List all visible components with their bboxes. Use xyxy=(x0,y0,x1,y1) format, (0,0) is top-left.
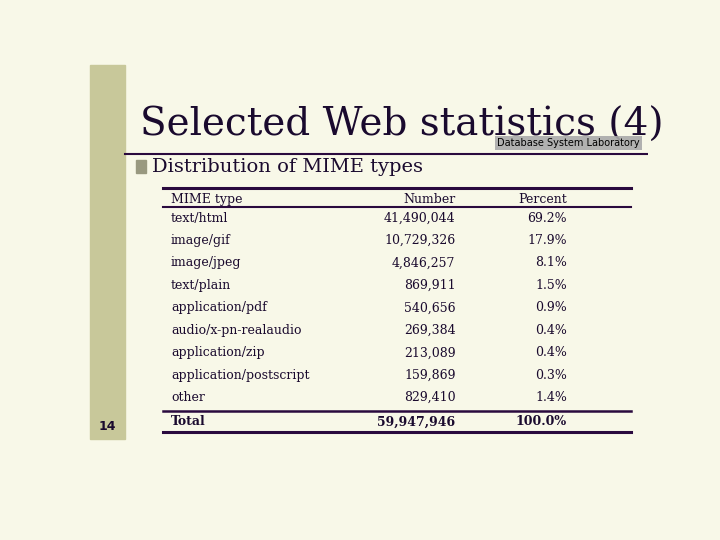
Text: 17.9%: 17.9% xyxy=(528,234,567,247)
Text: 14: 14 xyxy=(99,420,116,433)
Text: 1.4%: 1.4% xyxy=(535,391,567,404)
Text: application/postscript: application/postscript xyxy=(171,369,310,382)
Text: Total: Total xyxy=(171,415,206,428)
Text: Database System Laboratory: Database System Laboratory xyxy=(497,138,639,148)
Text: application/zip: application/zip xyxy=(171,346,264,359)
Text: text/plain: text/plain xyxy=(171,279,231,292)
Text: 1.5%: 1.5% xyxy=(536,279,567,292)
Text: image/gif: image/gif xyxy=(171,234,230,247)
Text: 100.0%: 100.0% xyxy=(516,415,567,428)
Text: 213,089: 213,089 xyxy=(404,346,456,359)
Text: 829,410: 829,410 xyxy=(404,391,456,404)
Text: other: other xyxy=(171,391,204,404)
Text: Distribution of MIME types: Distribution of MIME types xyxy=(153,158,423,176)
Text: text/html: text/html xyxy=(171,212,228,225)
Text: Percent: Percent xyxy=(518,193,567,206)
Text: 869,911: 869,911 xyxy=(404,279,456,292)
Text: 41,490,044: 41,490,044 xyxy=(384,212,456,225)
Text: 0.4%: 0.4% xyxy=(535,346,567,359)
Text: 59,947,946: 59,947,946 xyxy=(377,415,456,428)
Text: 4,846,257: 4,846,257 xyxy=(392,256,456,269)
Text: audio/x-pn-realaudio: audio/x-pn-realaudio xyxy=(171,324,302,337)
Text: 0.3%: 0.3% xyxy=(535,369,567,382)
Text: 0.9%: 0.9% xyxy=(536,301,567,314)
Text: 0.4%: 0.4% xyxy=(535,324,567,337)
Text: application/pdf: application/pdf xyxy=(171,301,267,314)
Text: 269,384: 269,384 xyxy=(404,324,456,337)
Text: Number: Number xyxy=(403,193,456,206)
Text: 8.1%: 8.1% xyxy=(535,256,567,269)
Text: 540,656: 540,656 xyxy=(404,301,456,314)
Bar xyxy=(136,160,145,173)
Text: Selected Web statistics (4): Selected Web statistics (4) xyxy=(140,106,664,144)
Text: 10,729,326: 10,729,326 xyxy=(384,234,456,247)
Bar xyxy=(90,65,125,439)
Text: 159,869: 159,869 xyxy=(404,369,456,382)
Text: MIME type: MIME type xyxy=(171,193,243,206)
Text: image/jpeg: image/jpeg xyxy=(171,256,241,269)
Text: 69.2%: 69.2% xyxy=(528,212,567,225)
